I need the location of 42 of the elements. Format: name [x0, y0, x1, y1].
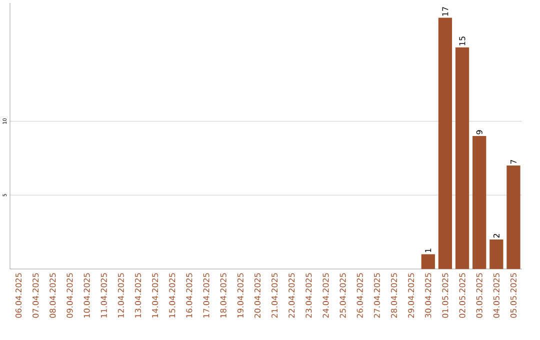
x-tick-label: 25.04.2025	[340, 273, 346, 318]
x-tick-label: 23.04.2025	[306, 273, 312, 318]
x-tick-label: 09.04.2025	[66, 273, 73, 318]
data-label: 9	[476, 130, 482, 134]
x-tick-label: 13.04.2025	[134, 273, 142, 318]
x-tick-label: 07.04.2025	[32, 273, 39, 318]
x-tick-label: 24.04.2025	[322, 273, 329, 318]
data-label: 15	[459, 36, 466, 46]
bar	[455, 47, 470, 269]
x-tick-label: 30.04.2025	[425, 273, 432, 318]
x-tick-label: 02.05.2025	[459, 273, 466, 318]
bar	[490, 239, 504, 269]
bar	[421, 254, 435, 269]
bar	[472, 136, 486, 269]
x-tick-label: 06.04.2025	[16, 273, 22, 318]
x-tick-label: 15.04.2025	[169, 273, 176, 318]
bar	[506, 166, 520, 269]
x-tick-label: 26.04.2025	[356, 273, 363, 318]
x-tick-label: 12.04.2025	[118, 273, 124, 318]
x-tick-label: 08.04.2025	[50, 273, 56, 318]
data-label: 1	[425, 248, 432, 252]
x-tick-label: 18.04.2025	[220, 273, 226, 318]
x-tick-label: 20.04.2025	[254, 273, 260, 318]
bar	[438, 18, 452, 269]
x-tick-label: 03.05.2025	[476, 273, 482, 318]
x-tick-label: 29.04.2025	[408, 273, 414, 318]
x-tick-label: 17.04.2025	[203, 273, 210, 318]
data-label: 17	[442, 7, 448, 16]
x-tick-label: 10.04.2025	[84, 273, 90, 318]
x-tick-label: 28.04.2025	[390, 273, 398, 318]
x-tick-label: 16.04.2025	[186, 273, 192, 318]
x-tick-label: 19.04.2025	[237, 273, 244, 318]
data-label: 7	[510, 160, 516, 164]
x-tick-label: 04.05.2025	[493, 273, 500, 318]
x-tick-label: 01.05.2025	[442, 273, 448, 318]
x-tick-label: 27.04.2025	[374, 273, 380, 318]
x-tick-label: 21.04.2025	[272, 273, 278, 318]
x-tick-label: 11.04.2025	[100, 273, 107, 318]
x-tick-label: 14.04.2025	[152, 273, 158, 318]
x-tick-label: 05.05.2025	[510, 273, 516, 318]
data-label: 2	[493, 234, 500, 238]
x-tick-label: 22.04.2025	[288, 273, 295, 318]
